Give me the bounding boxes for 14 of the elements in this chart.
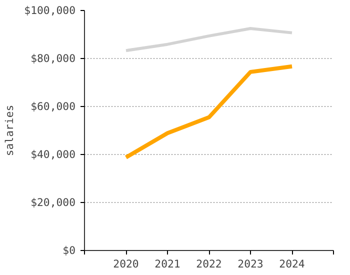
line-series (124, 64, 294, 160)
y-axis-title: salaries (3, 104, 16, 156)
y-tick-label: $100,000 (24, 4, 76, 17)
y-tick-label: $20,000 (30, 196, 76, 209)
x-tick-label: 2024 (279, 258, 305, 270)
x-tick-label: 2021 (154, 258, 180, 270)
y-tick-label: $60,000 (30, 100, 76, 113)
y-tick-label: $80,000 (30, 52, 76, 65)
x-tick-label: 2022 (196, 258, 222, 270)
y-tick-label: $0 (62, 244, 76, 257)
line-series (124, 27, 294, 52)
y-tick-label: $40,000 (30, 148, 76, 161)
x-tick-label: 2020 (113, 258, 139, 270)
x-tick-label: 2023 (238, 258, 264, 270)
